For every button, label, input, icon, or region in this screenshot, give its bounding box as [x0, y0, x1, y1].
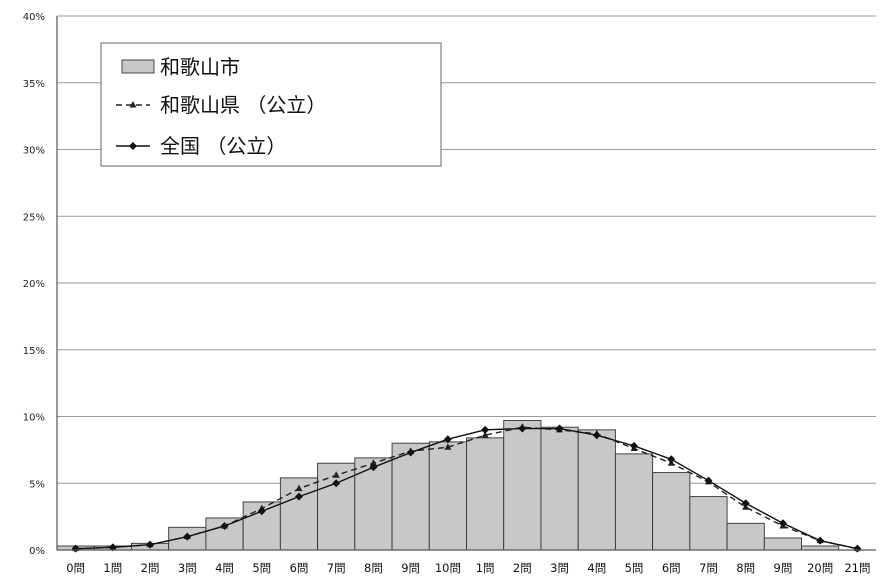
- point-national: [443, 435, 452, 444]
- legend-swatch-bar: [121, 59, 155, 74]
- x-tick-label: 2問: [141, 561, 160, 575]
- bar: [577, 429, 616, 551]
- bar: [652, 472, 691, 551]
- point-national: [816, 536, 825, 545]
- y-tick-label: 40%: [23, 12, 45, 23]
- x-tick-label: 5問: [252, 561, 271, 575]
- point-national: [146, 540, 155, 549]
- point-national: [71, 544, 80, 553]
- point-prefecture: [444, 443, 452, 450]
- x-tick-label: 10問: [435, 561, 461, 575]
- x-tick-label: 9問: [401, 561, 420, 575]
- point-prefecture: [481, 431, 489, 438]
- x-tick-label: 1問: [103, 561, 122, 575]
- axes: [56, 16, 876, 551]
- x-tick-label: 6問: [662, 561, 681, 575]
- point-national: [481, 425, 490, 434]
- legend-marker-triangle: [129, 101, 137, 108]
- line-series: [71, 423, 862, 553]
- y-tick-label: 15%: [23, 346, 45, 357]
- point-prefecture: [369, 459, 377, 466]
- point-national: [555, 424, 564, 433]
- bar: [801, 545, 840, 551]
- bar: [689, 496, 728, 551]
- bar: [354, 457, 393, 551]
- bar: [466, 437, 505, 551]
- point-national: [369, 463, 378, 472]
- x-tick-label: 20問: [807, 561, 833, 575]
- y-tick-label: 0%: [29, 546, 45, 557]
- x-tick-label: 4問: [215, 561, 234, 575]
- y-axis-ticks: 0% 5% 10% 15% 20% 25% 30% 35% 40%: [23, 12, 45, 557]
- bar: [540, 426, 579, 551]
- point-national: [704, 476, 713, 485]
- y-tick-label: 30%: [23, 146, 45, 157]
- point-national: [294, 492, 303, 501]
- point-national: [183, 532, 192, 541]
- x-tick-label: 0問: [66, 561, 85, 575]
- x-tick-label: 4問: [587, 561, 606, 575]
- legend-label: 和歌山市: [160, 55, 240, 79]
- legend-box: [100, 42, 442, 167]
- point-national: [518, 424, 527, 433]
- bar: [763, 537, 802, 551]
- bar: [726, 522, 765, 551]
- point-national: [667, 455, 676, 464]
- x-tick-label: 21問: [844, 561, 870, 575]
- x-tick-label: 7問: [327, 561, 346, 575]
- y-tick-label: 20%: [23, 279, 45, 290]
- x-tick-label: 8問: [736, 561, 755, 575]
- x-tick-label: 2問: [513, 561, 532, 575]
- point-national: [108, 543, 117, 552]
- legend-label: 和歌山県 （公立）: [160, 93, 326, 117]
- point-national: [592, 431, 601, 440]
- x-tick-label: 6問: [290, 561, 309, 575]
- x-tick-label: 1問: [476, 561, 495, 575]
- x-tick-label: 7問: [699, 561, 718, 575]
- x-axis-ticks: 0問 1問 2問 3問 4問 5問 6問 7問 8問 9問 10問 1問 2問 3問 4問 5問 6問 7問 8問 9…: [66, 561, 870, 575]
- x-tick-label: 3問: [178, 561, 197, 575]
- bar: [391, 442, 430, 551]
- point-national: [630, 441, 639, 450]
- point-prefecture: [332, 471, 340, 478]
- y-tick-label: 5%: [29, 479, 45, 490]
- x-tick-label: 8問: [364, 561, 383, 575]
- legend-marker-diamond: [129, 142, 137, 150]
- bar: [614, 453, 654, 551]
- x-tick-label: 5問: [625, 561, 644, 575]
- y-tick-label: 10%: [23, 413, 45, 424]
- bar: [428, 441, 467, 551]
- bar: [503, 420, 542, 551]
- point-national: [778, 519, 787, 528]
- point-national: [406, 448, 415, 457]
- point-national: [332, 479, 341, 488]
- point-national: [741, 499, 750, 508]
- y-tick-label: 35%: [23, 79, 45, 90]
- point-national: [257, 507, 266, 516]
- x-tick-label: 3問: [550, 561, 569, 575]
- x-tick-label: 9問: [774, 561, 793, 575]
- legend-label: 全国 （公立）: [160, 134, 286, 158]
- line-national: [75, 427, 858, 550]
- point-national: [853, 544, 862, 553]
- point-prefecture: [295, 484, 303, 492]
- y-tick-label: 25%: [23, 212, 45, 223]
- point-national: [220, 521, 229, 530]
